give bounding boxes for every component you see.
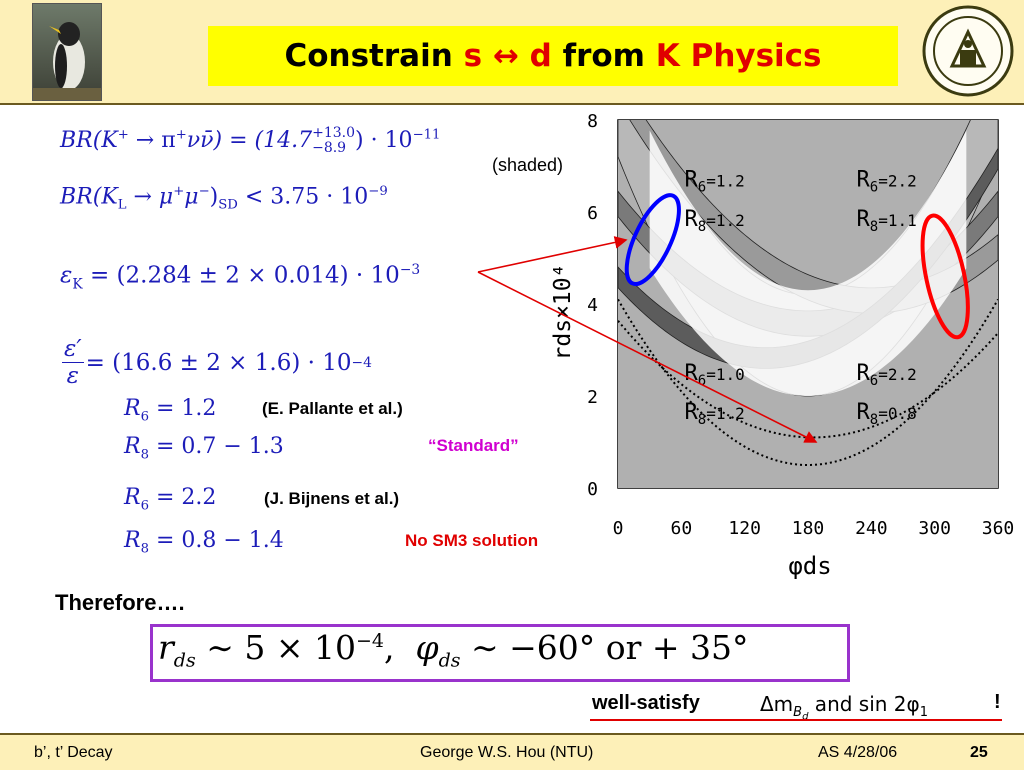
band-2 [629,120,998,314]
allowed-bands [618,120,998,488]
x-tick-240: 240 [855,518,888,539]
slide-title: Constrain s ↔ d from K Physics [284,38,822,74]
y-tick-4: 4 [587,295,598,316]
well-satisfy-note: well-satisfy [592,692,700,714]
red-highlight-circle [920,213,970,340]
formula-eps-k: εK = (2.284 ± 2 × 0.014) · 10−3 [60,262,421,293]
x-tick-60: 60 [670,518,692,539]
y-tick-2: 2 [587,387,598,408]
formula-r6-a: R6 = 1.2 [124,396,217,425]
bijnens-note: (J. Bijnens et al.) [264,489,400,508]
constraint-chart: 0 60 120 180 240 300 360 0 2 4 6 8 R6=1.2 R8=1.2 R6=… [550,112,1015,580]
slide-footer: b’, t’ Decay George W.S. Hou (NTU) AS 4/… [0,733,1024,770]
underline-red [590,719,1002,721]
footer-date: AS 4/28/06 [818,744,898,761]
shaded-note: (shaded) [492,155,564,175]
formula-r6-b: R6 = 2.2 [124,485,217,514]
no-sm3-note: No SM3 solution [405,531,539,550]
footer-page: 25 [970,744,988,761]
region-label-0-r6: R6=1.2 [685,168,745,196]
region-label-1-r8: R8=1.1 [857,207,917,235]
footer-center: George W.S. Hou (NTU) [420,744,594,761]
x-axis-label: φds [788,552,831,580]
y-tick-8: 8 [587,112,598,132]
y-tick-0: 0 [587,479,598,500]
formula-r8-b: R8 = 0.8 − 1.4 [124,528,284,557]
formula-r8-a: R8 = 0.7 − 1.3 [124,434,284,463]
result-formula: rds ∼ 5 × 10−4, φds ∼ −60° or + 35° [158,628,749,672]
x-tick-labels: 0 60 120 180 240 300 360 [613,518,1015,539]
standard-note: “Standard” [428,436,519,455]
penguin-photo [32,3,102,101]
x-tick-0: 0 [613,518,624,539]
formula-br-kplus: BR(K+ → π+νν̄) = (14.7 +13.0 −8.9) · 10−11 [60,125,441,156]
result-box [150,624,850,682]
x-tick-360: 360 [982,518,1015,539]
satisfy-formula: ΔmBd and sin 2φ1 [760,692,929,723]
x-tick-300: 300 [918,518,951,539]
formula-eps-prime: ε′ ε = (16.6 ± 2 × 1.6) · 10 −4 [62,336,372,389]
therefore-note: Therefore…. [55,590,185,615]
region-label-3-r6: R6=2.2 [857,361,917,389]
dotted-curve-0 [618,320,998,439]
formula-br-kl: BR(KL → μ+μ−)SD < 3.75 · 10−9 [60,184,388,213]
university-seal-logo [922,4,1014,98]
exclaim-mark: ! [994,691,1001,713]
footer-left: b’, t’ Decay [34,744,113,761]
y-axis-label: rds×10⁴ [550,264,576,361]
title-banner: Constrain s ↔ d from K Physics [208,26,898,86]
x-tick-120: 120 [728,518,761,539]
region-label-0-r8: R8=1.2 [685,207,745,235]
x-tick-180: 180 [792,518,825,539]
region-label-1-r6: R6=2.2 [857,168,917,196]
y-tick-6: 6 [587,203,598,224]
region-label-3-r8: R8=0.8 [857,400,917,428]
pallante-note: (E. Pallante et al.) [262,399,403,418]
y-tick-labels: 0 2 4 6 8 [587,112,598,500]
